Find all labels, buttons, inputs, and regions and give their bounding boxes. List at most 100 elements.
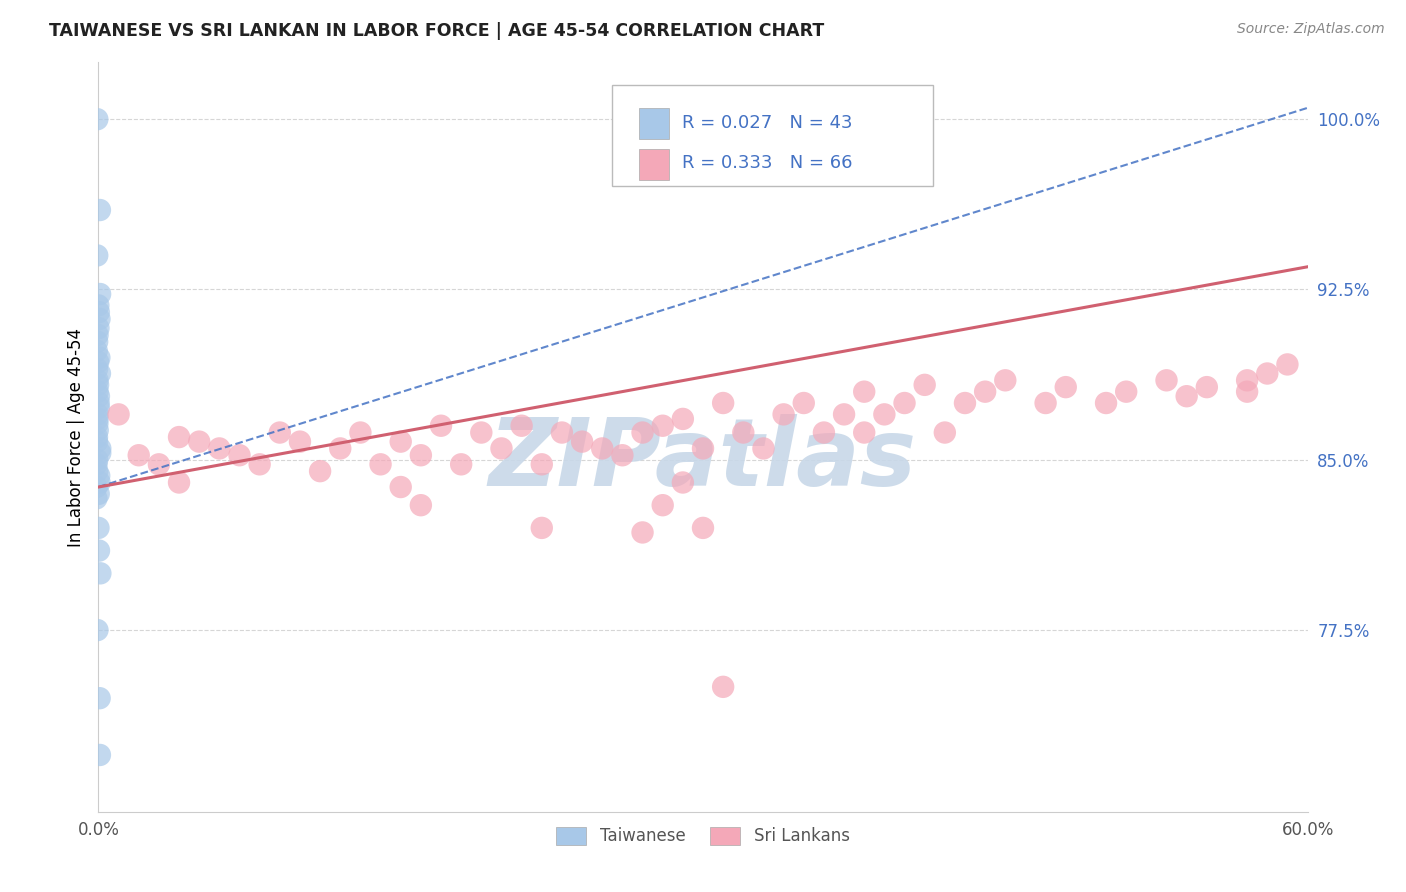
Point xyxy=(86,373,108,387)
Point xyxy=(389,434,412,449)
Text: ZIPatlas: ZIPatlas xyxy=(489,414,917,506)
Point xyxy=(86,480,108,494)
Point xyxy=(86,334,108,349)
Point xyxy=(692,442,714,456)
Point xyxy=(86,464,108,478)
Point xyxy=(87,321,110,335)
Point xyxy=(672,475,695,490)
Point xyxy=(167,475,190,490)
Point xyxy=(329,442,352,456)
Point xyxy=(612,448,634,462)
Point xyxy=(389,480,412,494)
Text: R = 0.333   N = 66: R = 0.333 N = 66 xyxy=(682,154,853,172)
Point xyxy=(1095,396,1118,410)
Point xyxy=(86,343,108,358)
Point xyxy=(631,525,654,540)
Text: Source: ZipAtlas.com: Source: ZipAtlas.com xyxy=(1237,22,1385,37)
Point xyxy=(228,448,250,462)
Point xyxy=(853,384,876,399)
Point xyxy=(89,367,111,381)
Point xyxy=(1236,373,1258,387)
Point xyxy=(89,747,111,762)
Point xyxy=(87,401,110,415)
Point xyxy=(86,452,108,467)
FancyBboxPatch shape xyxy=(638,149,669,179)
Point xyxy=(86,430,108,444)
Point xyxy=(530,521,553,535)
Point xyxy=(510,418,533,433)
Point xyxy=(86,112,108,127)
Point xyxy=(591,442,613,456)
Point xyxy=(87,423,110,437)
Point xyxy=(1175,389,1198,403)
Point xyxy=(813,425,835,440)
Point xyxy=(711,680,734,694)
Point xyxy=(167,430,190,444)
FancyBboxPatch shape xyxy=(613,85,932,186)
Point xyxy=(86,327,108,342)
Point xyxy=(873,408,896,422)
Point xyxy=(651,498,673,512)
Point xyxy=(86,412,108,426)
Point xyxy=(128,448,150,462)
Point xyxy=(89,691,111,706)
Point xyxy=(651,418,673,433)
Point xyxy=(148,458,170,472)
Point xyxy=(87,377,110,392)
Legend: Taiwanese, Sri Lankans: Taiwanese, Sri Lankans xyxy=(550,820,856,852)
Point xyxy=(86,384,108,399)
Point xyxy=(249,458,271,472)
Point xyxy=(89,475,111,490)
FancyBboxPatch shape xyxy=(638,108,669,139)
Text: R = 0.027   N = 43: R = 0.027 N = 43 xyxy=(682,113,853,131)
Point xyxy=(470,425,492,440)
Point xyxy=(853,425,876,440)
Point xyxy=(86,458,108,472)
Point xyxy=(87,487,110,501)
Point xyxy=(288,434,311,449)
Point xyxy=(269,425,291,440)
Point xyxy=(86,408,108,422)
Point xyxy=(1054,380,1077,394)
Point xyxy=(793,396,815,410)
Text: TAIWANESE VS SRI LANKAN IN LABOR FORCE | AGE 45-54 CORRELATION CHART: TAIWANESE VS SRI LANKAN IN LABOR FORCE |… xyxy=(49,22,824,40)
Point xyxy=(370,458,392,472)
Point xyxy=(86,434,108,449)
Point xyxy=(89,287,111,301)
Point xyxy=(87,521,110,535)
Point xyxy=(87,543,110,558)
Point xyxy=(1195,380,1218,394)
Point xyxy=(893,396,915,410)
Point xyxy=(188,434,211,449)
Point xyxy=(450,458,472,472)
Point xyxy=(87,355,110,369)
Point xyxy=(1236,384,1258,399)
Point xyxy=(349,425,371,440)
Point xyxy=(934,425,956,440)
Point xyxy=(692,521,714,535)
Point xyxy=(86,623,108,637)
Point xyxy=(1035,396,1057,410)
Point xyxy=(89,312,111,326)
Point xyxy=(711,396,734,410)
Point xyxy=(530,458,553,472)
Point xyxy=(409,448,432,462)
Point xyxy=(1277,358,1299,372)
Point xyxy=(309,464,332,478)
Point xyxy=(89,442,111,456)
Point xyxy=(1156,373,1178,387)
Point xyxy=(86,248,108,262)
Point xyxy=(1115,384,1137,399)
Point xyxy=(86,491,108,506)
Point xyxy=(87,305,110,319)
Point xyxy=(571,434,593,449)
Point xyxy=(89,351,111,365)
Point xyxy=(409,498,432,512)
Point xyxy=(89,446,111,460)
Point xyxy=(672,412,695,426)
Point xyxy=(733,425,755,440)
Point xyxy=(551,425,574,440)
Point xyxy=(631,425,654,440)
Point xyxy=(491,442,513,456)
Point xyxy=(86,417,108,431)
